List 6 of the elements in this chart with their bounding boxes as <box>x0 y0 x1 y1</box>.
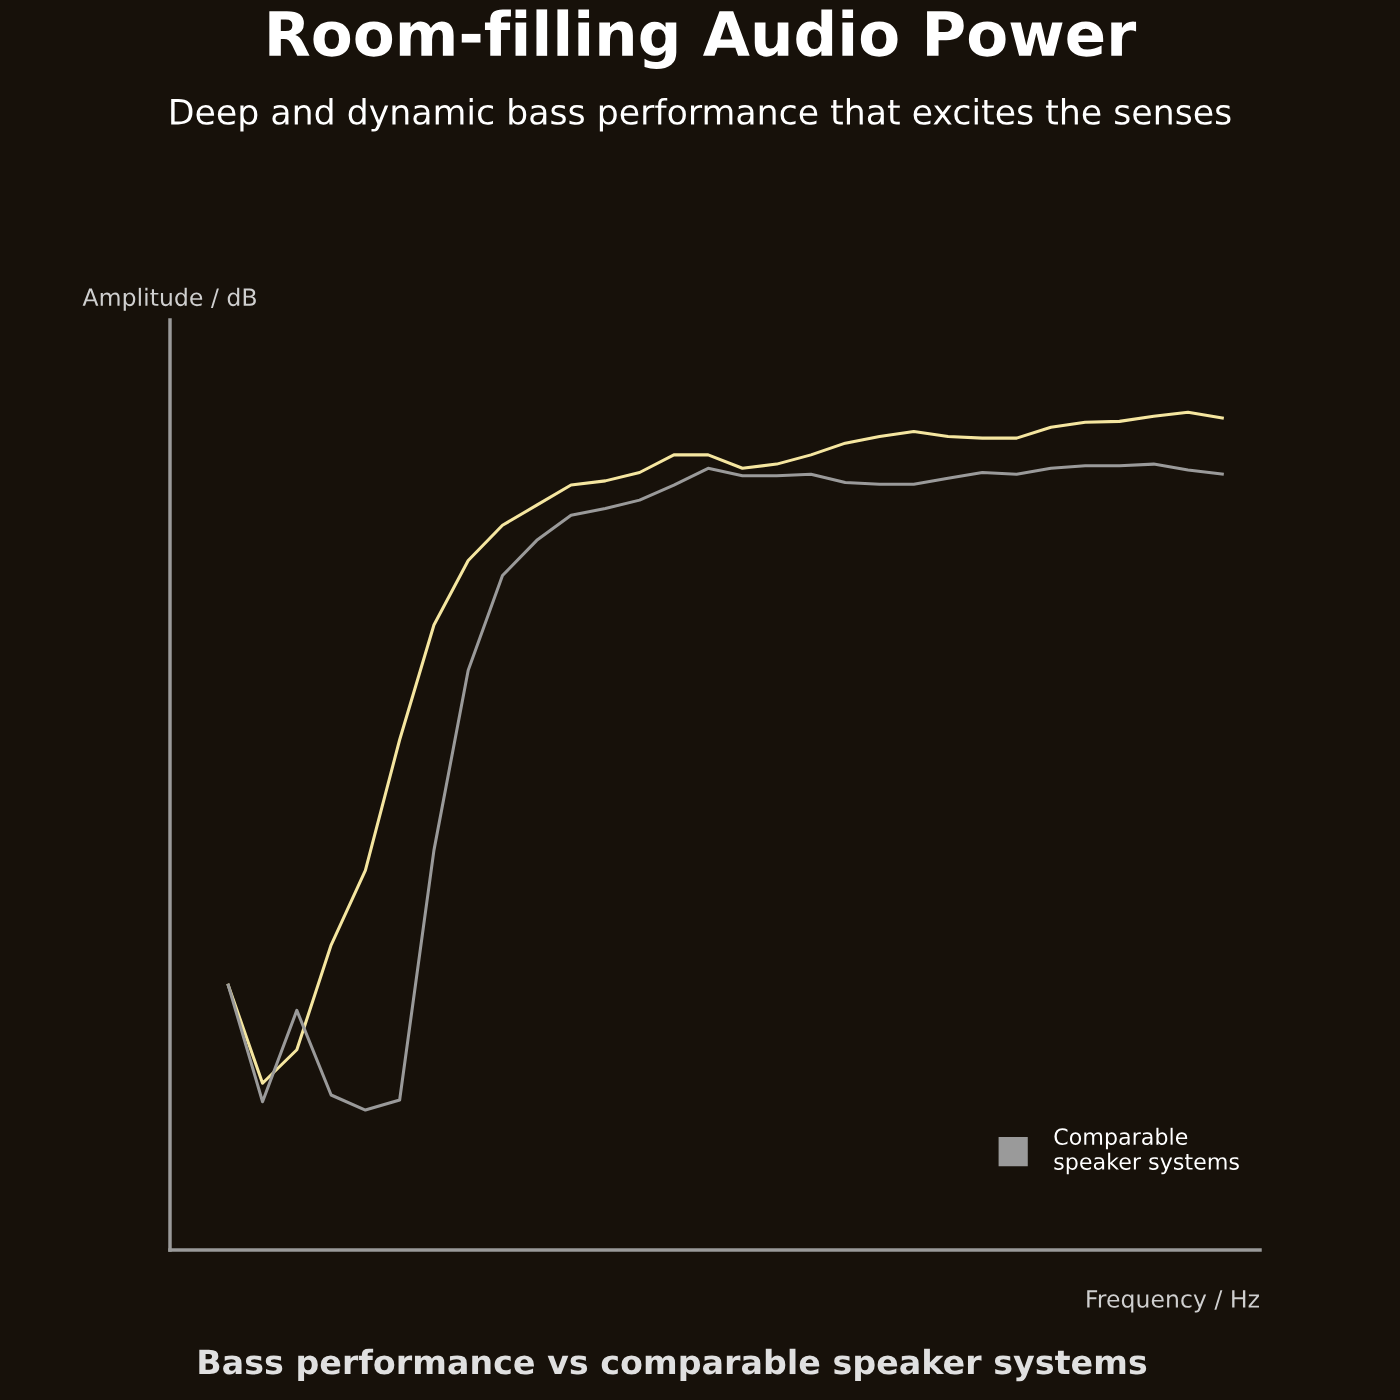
chart-subtitle: Deep and dynamic bass performance that excites the senses <box>171 98 1231 132</box>
text: Bass performance vs comparable speaker systems <box>199 1348 1147 1382</box>
legend-label: Comparable speaker systems <box>1054 1127 1239 1175</box>
y-axis-title: Amplitude / dB <box>82 287 256 311</box>
x-axis-title: Frequency / Hz <box>1087 1290 1259 1313</box>
chart-title: Room-filling Audio Power <box>269 9 1137 70</box>
